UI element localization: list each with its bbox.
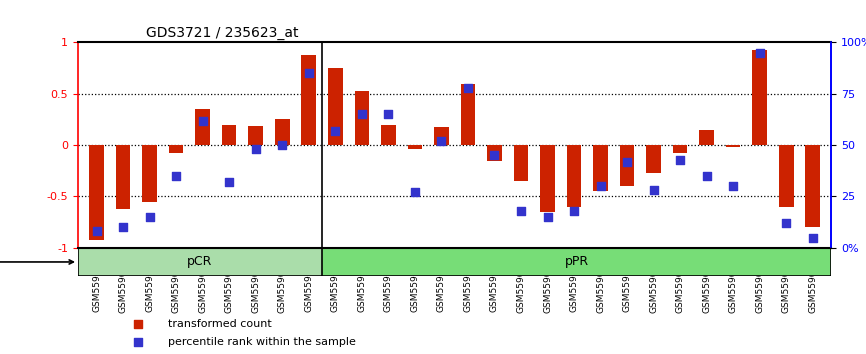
Point bbox=[567, 208, 581, 214]
FancyBboxPatch shape bbox=[322, 248, 831, 276]
Point bbox=[143, 214, 157, 220]
Point bbox=[593, 183, 607, 189]
Bar bbox=[275, 120, 289, 145]
Text: percentile rank within the sample: percentile rank within the sample bbox=[168, 337, 356, 347]
Bar bbox=[461, 84, 475, 145]
Bar bbox=[142, 145, 157, 201]
Point bbox=[435, 138, 449, 144]
Bar bbox=[620, 145, 635, 186]
Point bbox=[132, 321, 145, 327]
Bar bbox=[301, 55, 316, 145]
Bar bbox=[196, 109, 210, 145]
Bar bbox=[646, 145, 661, 173]
Bar bbox=[169, 145, 184, 153]
Bar bbox=[514, 145, 528, 181]
Bar bbox=[566, 145, 581, 207]
Point bbox=[514, 208, 528, 214]
Point bbox=[381, 112, 395, 117]
Point bbox=[408, 189, 422, 195]
Bar bbox=[593, 145, 608, 191]
Point bbox=[461, 85, 475, 91]
Bar bbox=[222, 125, 236, 145]
Bar bbox=[673, 145, 688, 153]
Bar bbox=[540, 145, 555, 212]
Text: disease state: disease state bbox=[0, 257, 74, 267]
Text: pCR: pCR bbox=[187, 256, 213, 268]
Point bbox=[249, 147, 262, 152]
Point bbox=[328, 128, 342, 133]
FancyBboxPatch shape bbox=[78, 248, 322, 276]
Bar bbox=[89, 145, 104, 240]
Bar bbox=[779, 145, 793, 207]
Point bbox=[169, 173, 183, 179]
Point bbox=[673, 157, 687, 162]
Point bbox=[223, 179, 236, 185]
Bar bbox=[726, 145, 740, 147]
Bar bbox=[381, 125, 396, 145]
Point bbox=[89, 229, 103, 234]
Point bbox=[132, 339, 145, 344]
Point bbox=[806, 235, 820, 240]
Point bbox=[488, 153, 501, 158]
Bar bbox=[805, 145, 820, 227]
Point bbox=[620, 159, 634, 164]
Point bbox=[116, 224, 130, 230]
Text: transformed count: transformed count bbox=[168, 319, 272, 329]
Point bbox=[727, 183, 740, 189]
Point bbox=[700, 173, 714, 179]
Point bbox=[302, 70, 316, 76]
Bar bbox=[753, 50, 767, 145]
Bar bbox=[434, 127, 449, 145]
Bar bbox=[408, 145, 422, 149]
Point bbox=[647, 188, 661, 193]
Text: pPR: pPR bbox=[565, 256, 589, 268]
Bar bbox=[354, 91, 369, 145]
Bar bbox=[328, 68, 343, 145]
Bar bbox=[488, 145, 501, 161]
Point bbox=[355, 112, 369, 117]
Point bbox=[275, 142, 289, 148]
Bar bbox=[116, 145, 131, 209]
Point bbox=[779, 220, 793, 226]
Bar bbox=[700, 130, 714, 145]
Point bbox=[753, 50, 766, 56]
Point bbox=[196, 118, 210, 123]
Point bbox=[540, 214, 554, 220]
Bar bbox=[249, 126, 263, 145]
Text: GDS3721 / 235623_at: GDS3721 / 235623_at bbox=[145, 26, 298, 40]
